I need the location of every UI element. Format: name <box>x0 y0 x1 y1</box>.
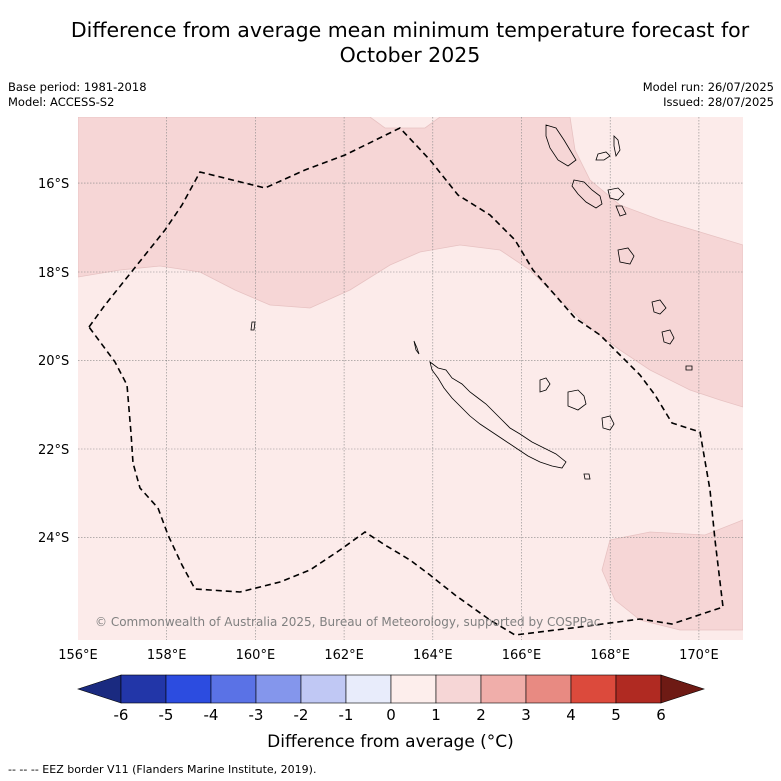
mare-island <box>601 415 615 431</box>
map-area: © Commonwealth of Australia 2025, Bureau… <box>78 117 743 640</box>
espiritu-santo-island <box>545 124 577 167</box>
model-run: Model run: 26/07/2025 <box>642 80 774 94</box>
chart-title: Difference from average mean minimum tem… <box>40 18 780 68</box>
coastlines <box>250 124 693 480</box>
belep-islands <box>413 340 420 355</box>
erromango-island <box>617 247 635 265</box>
colorbar-bin-m5-m4 <box>165 674 212 704</box>
colorbar-bin-m1-0 <box>345 674 392 704</box>
eez-legend-footer: -- -- -- EEZ border V11 (Flanders Marine… <box>8 763 317 776</box>
grande-terre-island <box>429 361 567 469</box>
lon-tick-156e: 156°E <box>58 648 98 663</box>
lon-tick-160e: 160°E <box>236 648 276 663</box>
cb-label-m5: -5 <box>159 706 174 724</box>
base-period: Base period: 1981-2018 <box>8 80 147 94</box>
lon-tick-labels: 156°E 158°E 160°E 162°E 164°E 166°E 168°… <box>58 648 718 663</box>
cb-label-m1: -1 <box>339 706 354 724</box>
issued-date: Issued: 28/07/2025 <box>663 95 774 109</box>
colorbar-bin-m4-m3 <box>210 674 257 704</box>
cb-label-1: 1 <box>431 706 441 724</box>
colorbar-bin-4-5 <box>570 674 617 704</box>
colorbar-low-extension <box>77 674 122 704</box>
lifou-island <box>567 389 587 411</box>
eez-border <box>88 127 724 636</box>
colorbar-bin-0-1 <box>390 674 437 704</box>
copyright-notice: © Commonwealth of Australia 2025, Bureau… <box>95 615 600 629</box>
cb-label-5: 5 <box>611 706 621 724</box>
anomaly-band-1-2-north <box>78 117 743 408</box>
meta-right: Model run: 26/07/2025 Issued: 28/07/2025 <box>643 80 774 110</box>
lon-tick-164e: 164°E <box>413 648 453 663</box>
lon-tick-170e: 170°E <box>679 648 719 663</box>
colorbar-bin-3-4 <box>525 674 572 704</box>
cb-label-3: 3 <box>521 706 531 724</box>
anomaly-band-1-2-south <box>601 519 743 631</box>
colorbar-title: Difference from average (°C) <box>267 732 514 752</box>
lat-tick-labels: 16°S 18°S 20°S 22°S 24°S <box>38 177 69 546</box>
cb-label-m4: -4 <box>204 706 219 724</box>
chesterfield-islands <box>250 321 256 331</box>
meta-left: Base period: 1981-2018 Model: ACCESS-S2 <box>8 80 147 110</box>
malakula-island <box>571 179 603 209</box>
lat-tick-22s: 22°S <box>38 443 69 458</box>
cb-label-2: 2 <box>476 706 486 724</box>
aneityum-island <box>661 329 675 345</box>
loyalty-extension <box>685 365 693 371</box>
cb-label-m3: -3 <box>249 706 264 724</box>
colorbar-bin-m2-m1 <box>300 674 347 704</box>
lat-tick-18s: 18°S <box>38 266 69 281</box>
ouvea-island <box>539 377 551 393</box>
cb-label-m2: -2 <box>294 706 309 724</box>
efate-island <box>607 187 625 201</box>
model-name: Model: ACCESS-S2 <box>8 95 115 109</box>
colorbar-labels: -6 -5 -4 -3 -2 -1 0 1 2 3 4 5 6 <box>114 706 666 724</box>
lon-tick-166e: 166°E <box>502 648 542 663</box>
lon-tick-162e: 162°E <box>324 648 364 663</box>
colorbar-high-extension <box>660 674 705 704</box>
colorbar-bin-5-6 <box>615 674 662 704</box>
cb-label-6: 6 <box>656 706 666 724</box>
colorbar-bin-m6-m5 <box>120 674 167 704</box>
isle-of-pines <box>583 473 591 480</box>
ambae-island <box>595 151 611 161</box>
lat-tick-16s: 16°S <box>38 177 69 192</box>
colorbar-bin-m3-m2 <box>255 674 302 704</box>
colorbar <box>77 674 705 704</box>
lon-tick-168e: 168°E <box>590 648 630 663</box>
colorbar-bin-1-2 <box>435 674 482 704</box>
cb-label-0: 0 <box>386 706 396 724</box>
pentecost-island <box>613 135 621 158</box>
cb-label-m6: -6 <box>114 706 129 724</box>
tanna-island <box>651 299 667 315</box>
lon-tick-158e: 158°E <box>147 648 187 663</box>
title-line-1: Difference from average mean minimum tem… <box>70 18 750 42</box>
lat-tick-24s: 24°S <box>38 531 69 546</box>
graticule <box>78 117 743 640</box>
colorbar-bin-2-3 <box>480 674 527 704</box>
title-line-2: October 2025 <box>339 43 481 67</box>
lat-tick-20s: 20°S <box>38 354 69 369</box>
epi-islands <box>615 205 627 217</box>
cb-label-4: 4 <box>566 706 576 724</box>
